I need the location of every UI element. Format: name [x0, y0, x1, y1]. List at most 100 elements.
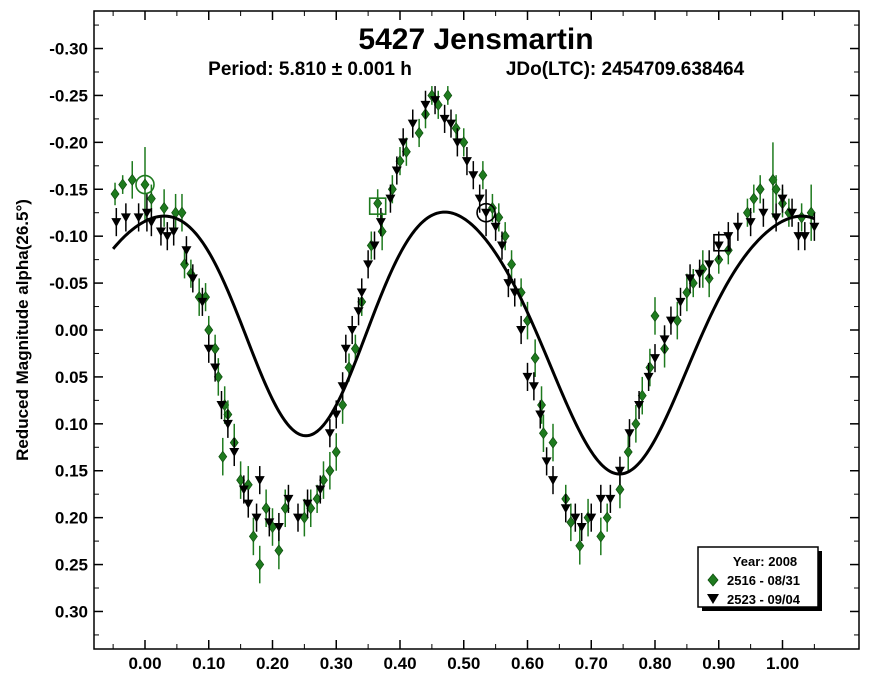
legend-diamond-icon	[707, 573, 719, 587]
data-point-2523	[353, 307, 364, 317]
data-point-2523	[197, 297, 208, 307]
data-point-2523	[793, 232, 804, 242]
data-point-2523	[369, 241, 380, 251]
y-tick-label: -0.10	[49, 227, 88, 246]
data-point-2516	[539, 427, 548, 440]
data-point-2516	[248, 530, 258, 543]
data-point-2516	[631, 417, 641, 430]
data-point-2516	[338, 398, 348, 412]
data-point-2523	[238, 485, 249, 495]
y-axis-label: Reduced Magnitude alpha(26.5°)	[13, 199, 32, 461]
data-point-2516	[596, 530, 606, 543]
data-point-2523	[375, 218, 386, 228]
data-point-2523	[474, 194, 485, 204]
data-point-2516	[507, 258, 516, 271]
data-point-2516	[566, 516, 576, 529]
data-point-2523	[229, 447, 240, 457]
data-point-2523	[704, 260, 715, 270]
data-point-2523	[745, 218, 756, 228]
chart-title: 5427 Jensmartin	[358, 23, 593, 56]
x-tick-label: 0.60	[511, 654, 544, 673]
data-point-2523	[210, 363, 221, 373]
x-tick-label: 0.80	[638, 654, 671, 673]
data-point-2523	[391, 166, 402, 176]
y-tick-label: 0.20	[55, 509, 88, 528]
data-point-2523	[155, 227, 166, 237]
data-point-2523	[497, 241, 507, 251]
y-tick-label: -0.30	[49, 40, 88, 59]
data-point-2523	[694, 269, 705, 279]
data-point-2523	[548, 476, 558, 486]
highlight-circle	[135, 174, 155, 195]
data-point-2516	[373, 197, 383, 210]
data-point-2523	[347, 326, 358, 335]
data-point-2516	[575, 539, 585, 552]
data-point-2523	[516, 326, 527, 335]
legend-triangle-down-icon	[707, 594, 719, 604]
data-point-2523	[535, 410, 546, 420]
data-point-2516	[140, 178, 150, 191]
x-tick-label: 0.40	[383, 654, 416, 673]
y-tick-label: 0.00	[55, 321, 88, 340]
y-tick-label: -0.15	[49, 180, 88, 199]
data-point-2516	[602, 511, 612, 524]
data-point-2523	[111, 218, 122, 228]
plot-area: 0.00 0.10 0.20 0.30 0.40 0.50 0.60 0.70 0.80 0.90…	[49, 10, 860, 673]
y-tick-label: -0.25	[49, 86, 88, 105]
data-point-2523	[777, 194, 788, 204]
legend: Year: 2008 2516 - 08/31 2523 - 09/04	[697, 546, 822, 611]
data-point-2523	[385, 194, 396, 204]
data-point-2523	[452, 138, 463, 148]
x-tick-label: 0.10	[192, 654, 225, 673]
data-point-2523	[340, 344, 351, 354]
data-point-2523	[732, 222, 743, 232]
data-point-2523	[446, 119, 456, 129]
data-point-2516	[159, 201, 169, 215]
data-point-2523	[659, 335, 670, 345]
x-tick-label: 0.20	[256, 654, 289, 673]
data-point-2523	[273, 523, 284, 533]
data-point-2516	[350, 342, 360, 355]
data-point-2523	[168, 227, 179, 237]
data-point-2516	[274, 544, 284, 557]
data-point-2523	[605, 494, 616, 504]
data-point-2516	[177, 206, 187, 219]
data-point-2516	[127, 173, 137, 186]
data-point-2523	[490, 222, 501, 232]
data-point-2523	[758, 208, 769, 218]
data-point-2516	[261, 502, 271, 515]
data-point-2516	[615, 483, 625, 496]
legend-box	[697, 546, 819, 608]
data-point-2516	[478, 169, 488, 182]
data-point-2523	[809, 222, 820, 232]
data-point-2516	[443, 89, 453, 102]
data-point-2523	[713, 241, 724, 251]
x-tick-label: 0.00	[128, 654, 161, 673]
data-point-2523	[420, 100, 431, 110]
data-point-2523	[430, 96, 441, 106]
highlight-circle	[476, 202, 496, 223]
data-point-2516	[755, 183, 765, 196]
chart-subtitle-period: Period: 5.810 ± 0.001 h	[208, 59, 412, 80]
data-point-2523	[133, 213, 144, 223]
data-point-2523	[771, 213, 782, 223]
data-point-2523	[363, 260, 374, 270]
data-point-2523	[624, 429, 635, 439]
data-point-2516	[530, 352, 540, 365]
data-point-2523	[162, 232, 173, 242]
legend-title: Year: 2008	[733, 554, 797, 569]
y-tick-label: -0.20	[49, 133, 88, 152]
x-tick-label: 0.50	[447, 654, 480, 673]
chart-subtitle-epoch: JDo(LTC): 2454709.638464	[506, 59, 745, 80]
data-point-2523	[203, 344, 214, 354]
data-point-2523	[356, 288, 367, 298]
y-tick-label: 0.10	[55, 415, 88, 434]
data-point-2523	[439, 114, 450, 124]
x-tick-label: 1.00	[766, 654, 799, 673]
data-point-2523	[634, 401, 645, 411]
x-tick-label: 0.90	[702, 654, 735, 673]
data-point-2523	[243, 499, 254, 509]
data-point-2523	[522, 372, 533, 382]
data-point-2516	[110, 187, 120, 201]
y-tick-label: 0.15	[55, 462, 88, 481]
